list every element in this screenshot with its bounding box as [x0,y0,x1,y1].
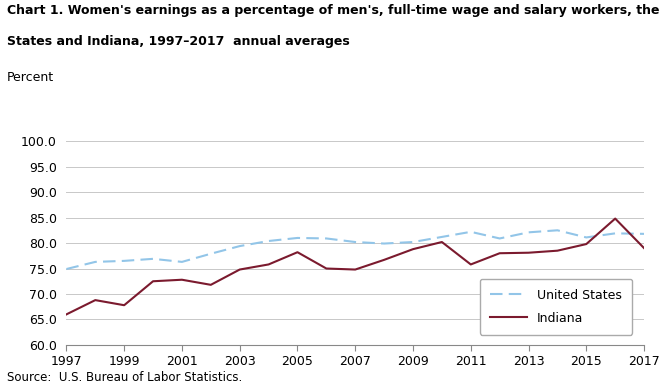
United States [293,236,301,240]
Indiana [467,262,475,267]
Indiana [409,247,417,252]
Line: Indiana: Indiana [66,219,644,314]
United States [612,231,620,236]
United States [496,236,504,241]
Indiana [351,267,359,272]
United States [351,240,359,244]
Line: United States: United States [66,230,644,269]
Indiana [293,250,301,254]
United States [265,239,273,243]
United States [62,267,70,271]
United States [92,260,100,264]
Indiana [92,298,100,303]
United States [236,244,244,249]
United States [207,251,215,256]
Indiana [640,246,648,250]
Text: States and Indiana, 1997–2017  annual averages: States and Indiana, 1997–2017 annual ave… [7,35,349,48]
Indiana [323,266,331,271]
Indiana [265,262,273,267]
Indiana [380,258,388,262]
United States [640,232,648,236]
Indiana [554,249,562,253]
Text: Source:  U.S. Bureau of Labor Statistics.: Source: U.S. Bureau of Labor Statistics. [7,371,242,384]
United States [149,256,157,261]
Text: Chart 1. Women's earnings as a percentage of men's, full-time wage and salary wo: Chart 1. Women's earnings as a percentag… [7,4,664,17]
United States [178,260,186,264]
Indiana [236,267,244,272]
Text: Percent: Percent [7,71,54,83]
United States [380,241,388,246]
United States [409,240,417,244]
United States [438,234,446,239]
Legend: United States, Indiana: United States, Indiana [479,279,632,335]
Indiana [582,242,590,247]
United States [582,235,590,240]
United States [554,228,562,232]
Indiana [496,251,504,256]
United States [525,230,533,235]
Indiana [612,216,620,221]
Indiana [149,279,157,284]
United States [467,229,475,234]
United States [120,259,128,263]
Indiana [178,278,186,282]
Indiana [525,250,533,255]
Indiana [438,240,446,244]
Indiana [207,283,215,287]
United States [323,236,331,241]
Indiana [62,312,70,317]
Indiana [120,303,128,308]
